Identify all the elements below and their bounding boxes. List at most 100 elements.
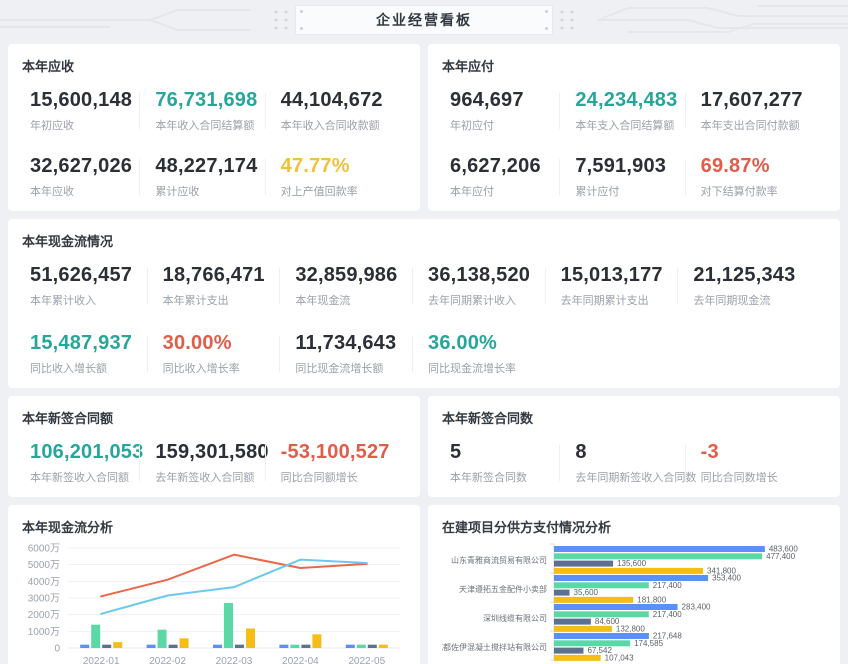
stat-item: 47.77% 对上产值回款率 — [264, 155, 406, 199]
card-title: 本年应付 — [442, 59, 495, 74]
stat-label: 本年支入合同结算额 — [575, 120, 675, 132]
stat-label: 同比收入增长率 — [162, 363, 240, 375]
y-axis-label: 1000万 — [28, 627, 60, 638]
stat-value: 24,234,483 — [575, 89, 678, 111]
stat-value: 11,734,643 — [295, 332, 397, 354]
card-title: 本年现金流情况 — [22, 234, 114, 249]
bar — [554, 604, 678, 610]
stat-label: 本年应收 — [30, 186, 74, 198]
value-label: 283,400 — [682, 603, 711, 612]
bar — [235, 644, 244, 648]
y-axis-label: 5000万 — [28, 560, 60, 571]
stat-label: 同比现金流增长额 — [295, 363, 384, 375]
stat-label: 累计应收 — [155, 186, 200, 198]
stat-value: 21,125,343 — [693, 264, 796, 286]
stat-item: 44,104,672 本年收入合同收款额 — [264, 89, 406, 133]
dashboard-title-box: 企业经营看板 — [295, 5, 553, 35]
stat-value: -3 — [700, 441, 719, 463]
value-label: 84,600 — [595, 617, 620, 626]
stat-label: 本年收入合同结算额 — [155, 120, 255, 132]
bar — [113, 642, 123, 648]
bar — [554, 647, 584, 654]
stat-value: 32,859,986 — [295, 264, 398, 286]
bar — [554, 625, 612, 632]
stat-value: 69.87% — [700, 155, 770, 177]
bar — [168, 644, 178, 648]
stat-label: 对下结算付款率 — [700, 186, 778, 198]
value-label: 217,400 — [653, 610, 682, 619]
category-label: 深圳线缆有限公司 — [483, 613, 547, 623]
value-label: 181,800 — [637, 595, 666, 604]
cashflow-chart-svg: 0 1000万 2000万 3000万 4000万 5000万 6000万 2022-01 20… — [28, 544, 400, 664]
stat-value: 964,697 — [450, 89, 524, 111]
bar — [554, 575, 709, 581]
chart-title: 本年现金流分析 — [22, 520, 114, 535]
bar — [179, 638, 189, 648]
category-label: 天津遵拓五金配件小卖部 — [459, 584, 547, 594]
card-cashflow-analysis-chart: 本年现金流分析 0 1000万 2000万 3000万 4000万 5000万 6000万 2… — [8, 505, 420, 664]
stat-item: 21,125,343 去年同期现金流 — [677, 264, 826, 308]
stat-label: 去年同期现金流 — [693, 295, 771, 307]
value-label: 107,043 — [605, 653, 634, 662]
card-payable: 本年应付 964,697 年初应付 24,234,483 本年支入合同结算额 1… — [428, 44, 840, 211]
stat-label: 累计应付 — [575, 186, 620, 198]
card-title: 本年应收 — [22, 59, 75, 74]
stat-item: 36,138,520 去年同期累计收入 — [412, 264, 561, 308]
stat-value: 30.00% — [162, 332, 232, 354]
stat-item: 76,731,698 本年收入合同结算额 — [139, 89, 280, 133]
stat-label: 对上产值回款率 — [280, 186, 358, 198]
stat-value: 36.00% — [428, 332, 498, 354]
stat-label: 去年同期累计收入 — [428, 295, 516, 307]
stat-label: 去年新签收入合同额 — [155, 472, 255, 484]
card-new-contract-amount: 本年新签合同额 106,201,053 本年新签收入合同额 159,301,58… — [8, 396, 420, 497]
bar — [213, 644, 222, 648]
stat-label: 去年同期新签收入合同数 — [575, 472, 697, 484]
stat-item: 32,627,026 本年应收 — [30, 155, 155, 199]
stat-grid: 51,626,457 本年累计收入 18,766,471 本年累计支出 32,8… — [22, 264, 826, 376]
stat-value: 15,600,148 — [30, 89, 133, 111]
stat-item: 159,301,580 去年新签收入合同额 — [139, 441, 280, 485]
value-label: 67,542 — [587, 646, 612, 655]
value-label: 217,648 — [653, 632, 682, 641]
bar — [378, 644, 388, 648]
bar — [554, 611, 649, 618]
stat-label: 本年支出合同付款额 — [700, 120, 800, 132]
stat-item: 51,626,457 本年累计收入 — [30, 264, 163, 308]
x-axis-label: 2022-03 — [216, 656, 253, 664]
card-new-contract-count: 本年新签合同数 5 本年新签合同数 8 去年同期新签收入合同数 -3 同比合同数… — [428, 396, 840, 497]
stat-value: 17,607,277 — [700, 89, 803, 111]
y-axis-label: 4000万 — [28, 577, 60, 588]
stat-label: 本年累计支出 — [162, 295, 229, 307]
bar — [554, 596, 634, 603]
stat-item: 17,607,277 本年支出合同付款额 — [684, 89, 826, 133]
supplier-chart-svg: 0万10万20万30万40万50万山东青雅商流贸易有限公司483,600477,… — [442, 543, 798, 662]
top-header: 企业经营看板 — [0, 0, 848, 40]
stat-item: 18,766,471 本年累计支出 — [146, 264, 296, 308]
stat-grid: 15,600,148 年初应收 76,731,698 本年收入合同结算额 44,… — [22, 89, 406, 199]
bar — [290, 644, 300, 648]
dashboard-content: 本年应收 15,600,148 年初应收 76,731,698 本年收入合同结算… — [0, 40, 848, 664]
stat-label: 同比合同数增长 — [700, 472, 778, 484]
stat-label: 年初应收 — [30, 120, 74, 132]
stat-label: 同比合同额增长 — [280, 472, 358, 484]
value-label: 477,400 — [766, 552, 795, 561]
bar — [301, 644, 311, 648]
stat-value: 15,487,937 — [30, 332, 133, 354]
stat-grid: 106,201,053 本年新签收入合同额 159,301,580 去年新签收入… — [22, 441, 406, 485]
stat-label: 本年应付 — [450, 186, 494, 198]
stat-value: 48,227,174 — [155, 155, 258, 177]
stat-item: 69.87% 对下结算付款率 — [684, 155, 826, 199]
stat-label: 同比现金流增长率 — [428, 363, 516, 375]
bar — [157, 629, 167, 648]
bar — [102, 644, 112, 648]
bar — [312, 634, 322, 648]
stat-label: 本年现金流 — [295, 295, 351, 307]
bar — [279, 644, 289, 648]
stat-item: -3 同比合同数增长 — [684, 441, 826, 485]
stat-item: 6,627,206 本年应付 — [450, 155, 575, 199]
stat-item: 15,600,148 年初应收 — [30, 89, 155, 133]
card-receivable: 本年应收 15,600,148 年初应收 76,731,698 本年收入合同结算… — [8, 44, 420, 211]
bar — [146, 644, 156, 648]
x-axis-label: 2022-01 — [83, 656, 120, 664]
corner-dot — [300, 10, 303, 13]
